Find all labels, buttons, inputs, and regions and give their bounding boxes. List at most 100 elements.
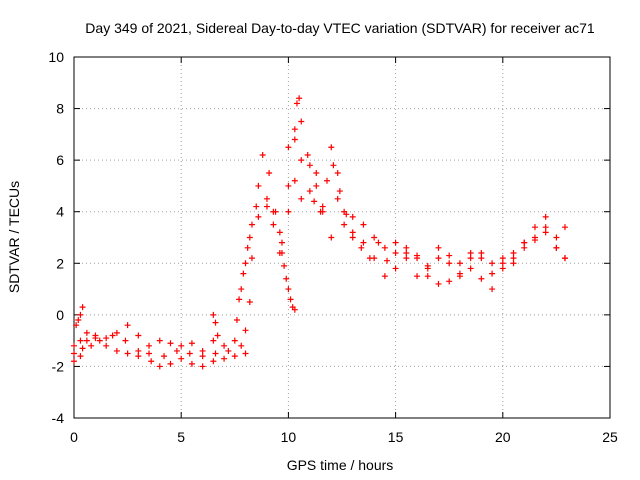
y-tick-label: -2 (52, 358, 65, 374)
data-point (263, 203, 270, 210)
data-point (499, 255, 506, 262)
data-point (156, 363, 163, 370)
data-point (212, 350, 219, 357)
series-track-a (71, 126, 568, 370)
data-point (246, 234, 253, 241)
data-point (510, 249, 517, 256)
data-point (414, 273, 421, 280)
data-point (375, 239, 382, 246)
data-point (88, 342, 95, 349)
series-track-d (73, 95, 303, 339)
data-point (212, 319, 219, 326)
data-point (403, 255, 410, 262)
data-point (270, 221, 277, 228)
x-axis-label: GPS time / hours (287, 457, 394, 473)
data-point (236, 296, 243, 303)
data-point (167, 360, 174, 367)
series-track-c (71, 118, 568, 365)
data-point (319, 203, 326, 210)
data-point (210, 358, 217, 365)
data-point (561, 255, 568, 262)
data-point (381, 244, 388, 251)
data-point (161, 353, 168, 360)
data-point (255, 213, 262, 220)
data-point (285, 144, 292, 151)
data-point (323, 177, 330, 184)
data-point (246, 298, 253, 305)
data-point (499, 260, 506, 267)
data-point (231, 337, 238, 344)
data-point (521, 239, 528, 246)
data-point (259, 151, 266, 158)
axis-ticks: 0 5 10 15 20 25 -4 -2 0 2 4 6 8 10 (48, 49, 618, 445)
data-point (240, 270, 247, 277)
data-point (124, 322, 131, 329)
data-point (291, 306, 298, 313)
data-point (291, 136, 298, 143)
data-point (360, 239, 367, 246)
data-point (306, 188, 313, 195)
data-point (188, 360, 195, 367)
data-point (285, 208, 292, 215)
data-point (424, 265, 431, 272)
data-point (199, 347, 206, 354)
data-point (178, 355, 185, 362)
data-point (542, 213, 549, 220)
data-point (521, 244, 528, 251)
data-point (71, 350, 77, 357)
data-point (510, 260, 517, 267)
data-point (478, 249, 485, 256)
data-point (135, 332, 142, 339)
data-point (467, 265, 474, 272)
data-point (456, 270, 463, 277)
data-point (135, 353, 142, 360)
data-point (531, 237, 538, 244)
data-point (242, 350, 249, 357)
data-point (214, 332, 221, 339)
data-point (341, 221, 348, 228)
data-point (328, 144, 335, 151)
data-point (336, 188, 343, 195)
data-point (210, 337, 217, 344)
data-point (392, 239, 399, 246)
data-point (531, 224, 538, 231)
data-point (178, 342, 185, 349)
data-point (285, 182, 292, 189)
chart-title: Day 349 of 2021, Sidereal Day-to-day VTE… (85, 20, 595, 36)
data-point (71, 342, 77, 349)
data-point (291, 126, 298, 133)
y-axis-label: SDTVAR / TECUs (6, 181, 22, 293)
data-point (135, 347, 142, 354)
data-point (435, 255, 442, 262)
data-point (343, 211, 350, 218)
data-point (311, 198, 318, 205)
data-point (392, 249, 399, 256)
data-point (242, 260, 249, 267)
data-point (71, 358, 77, 365)
data-point (242, 327, 249, 334)
y-tick-label: -4 (52, 410, 65, 426)
data-point (384, 257, 391, 264)
data-point (542, 224, 549, 231)
data-point (221, 342, 228, 349)
data-point (328, 234, 335, 241)
data-point (553, 244, 560, 251)
data-point (146, 342, 153, 349)
data-point (156, 337, 163, 344)
data-point (298, 157, 305, 164)
data-point (255, 182, 262, 189)
data-point (561, 224, 568, 231)
x-tick-label: 25 (602, 429, 618, 445)
data-point (281, 262, 288, 269)
data-point (446, 252, 453, 259)
y-tick-label: 6 (56, 152, 64, 168)
x-tick-label: 0 (70, 429, 78, 445)
data-point (278, 249, 285, 256)
data-point (83, 337, 90, 344)
data-point (392, 265, 399, 272)
data-point (304, 151, 311, 158)
data-point (371, 234, 378, 241)
data-point (489, 286, 496, 293)
data-point (103, 342, 110, 349)
data-point (248, 255, 255, 262)
